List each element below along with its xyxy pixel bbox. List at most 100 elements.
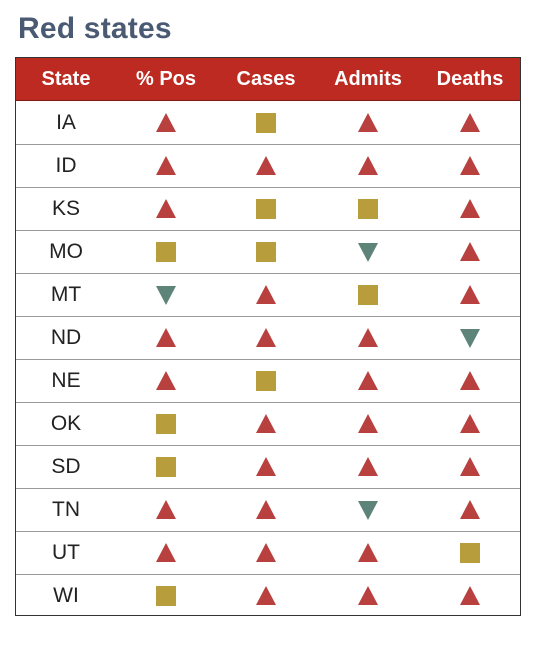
down-triangle-icon: [358, 501, 378, 520]
square-icon: [358, 285, 378, 305]
cell-admits: [316, 317, 420, 359]
square-icon: [156, 586, 176, 606]
up-triangle-icon: [256, 586, 276, 605]
up-triangle-icon: [358, 328, 378, 347]
cell-deaths: [420, 145, 520, 187]
cell-pos: [116, 101, 216, 144]
cell-cases: [216, 360, 316, 402]
up-triangle-icon: [460, 371, 480, 390]
column-header-cases: Cases: [236, 67, 296, 90]
table-row: TN: [16, 488, 520, 531]
table-row: UT: [16, 531, 520, 574]
table-row: SD: [16, 445, 520, 488]
cell-admits: [316, 532, 420, 574]
status-table: State % Pos Cases Admits Deaths IA ID KS MO…: [15, 57, 521, 616]
square-icon: [156, 242, 176, 262]
state-label: ID: [55, 154, 77, 177]
up-triangle-icon: [358, 112, 378, 132]
cell-cases: [216, 489, 316, 531]
table-row: WI: [16, 574, 520, 617]
state-label: OK: [50, 412, 82, 435]
up-triangle-icon: [256, 500, 276, 519]
cell-pos: [116, 274, 216, 316]
cell-deaths: [420, 231, 520, 273]
cell-deaths: [420, 274, 520, 316]
cell-cases: [216, 575, 316, 617]
column-header-admits: Admits: [334, 67, 402, 90]
cell-deaths: [420, 403, 520, 445]
cell-admits: [316, 489, 420, 531]
square-icon: [460, 543, 480, 563]
up-triangle-icon: [156, 328, 176, 347]
square-icon: [156, 457, 176, 477]
cell-pos: [116, 188, 216, 230]
cell-pos: [116, 403, 216, 445]
up-triangle-icon: [256, 156, 276, 175]
up-triangle-icon: [460, 156, 480, 175]
up-triangle-icon: [460, 285, 480, 304]
up-triangle-icon: [358, 586, 378, 605]
table-row: OK: [16, 402, 520, 445]
table-row: IA: [16, 101, 520, 144]
up-triangle-icon: [256, 285, 276, 304]
cell-admits: [316, 360, 420, 402]
cell-deaths: [420, 575, 520, 617]
up-triangle-icon: [156, 112, 176, 132]
up-triangle-icon: [460, 586, 480, 605]
up-triangle-icon: [460, 500, 480, 519]
table-row: NE: [16, 359, 520, 402]
up-triangle-icon: [358, 156, 378, 175]
square-icon: [256, 242, 276, 262]
up-triangle-icon: [156, 371, 176, 390]
cell-pos: [116, 360, 216, 402]
table-row: ID: [16, 144, 520, 187]
column-header-pos: % Pos: [135, 67, 197, 90]
cell-deaths: [420, 532, 520, 574]
cell-cases: [216, 188, 316, 230]
state-label: MO: [49, 240, 83, 263]
cell-admits: [316, 403, 420, 445]
table-body: IA ID KS MO MT ND NE OK SD TN UT WI: [16, 101, 520, 617]
up-triangle-icon: [358, 457, 378, 476]
cell-cases: [216, 403, 316, 445]
down-triangle-icon: [358, 243, 378, 262]
cell-deaths: [420, 489, 520, 531]
cell-admits: [316, 446, 420, 488]
page-title: Red states: [18, 12, 172, 45]
up-triangle-icon: [256, 543, 276, 562]
up-triangle-icon: [256, 328, 276, 347]
cell-cases: [216, 145, 316, 187]
column-header-state: State: [41, 67, 91, 90]
cell-admits: [316, 101, 420, 144]
cell-pos: [116, 145, 216, 187]
cell-admits: [316, 231, 420, 273]
up-triangle-icon: [156, 199, 176, 218]
cell-admits: [316, 575, 420, 617]
state-label: KS: [51, 197, 80, 220]
up-triangle-icon: [156, 500, 176, 519]
up-triangle-icon: [460, 414, 480, 433]
state-label: TN: [52, 498, 80, 521]
state-label: NE: [51, 369, 81, 392]
up-triangle-icon: [156, 543, 176, 562]
cell-cases: [216, 101, 316, 144]
state-label: WI: [53, 584, 79, 607]
up-triangle-icon: [156, 156, 176, 175]
up-triangle-icon: [460, 457, 480, 476]
cell-admits: [316, 188, 420, 230]
cell-cases: [216, 446, 316, 488]
up-triangle-icon: [256, 414, 276, 433]
cell-deaths: [420, 101, 520, 144]
square-icon: [156, 414, 176, 434]
table-row: MO: [16, 230, 520, 273]
cell-admits: [316, 145, 420, 187]
state-label: ND: [50, 326, 82, 349]
column-header-deaths: Deaths: [436, 67, 504, 90]
down-triangle-icon: [460, 329, 480, 348]
up-triangle-icon: [358, 543, 378, 562]
cell-cases: [216, 231, 316, 273]
square-icon: [256, 371, 276, 391]
cell-cases: [216, 317, 316, 359]
table-row: ND: [16, 316, 520, 359]
square-icon: [256, 112, 276, 133]
